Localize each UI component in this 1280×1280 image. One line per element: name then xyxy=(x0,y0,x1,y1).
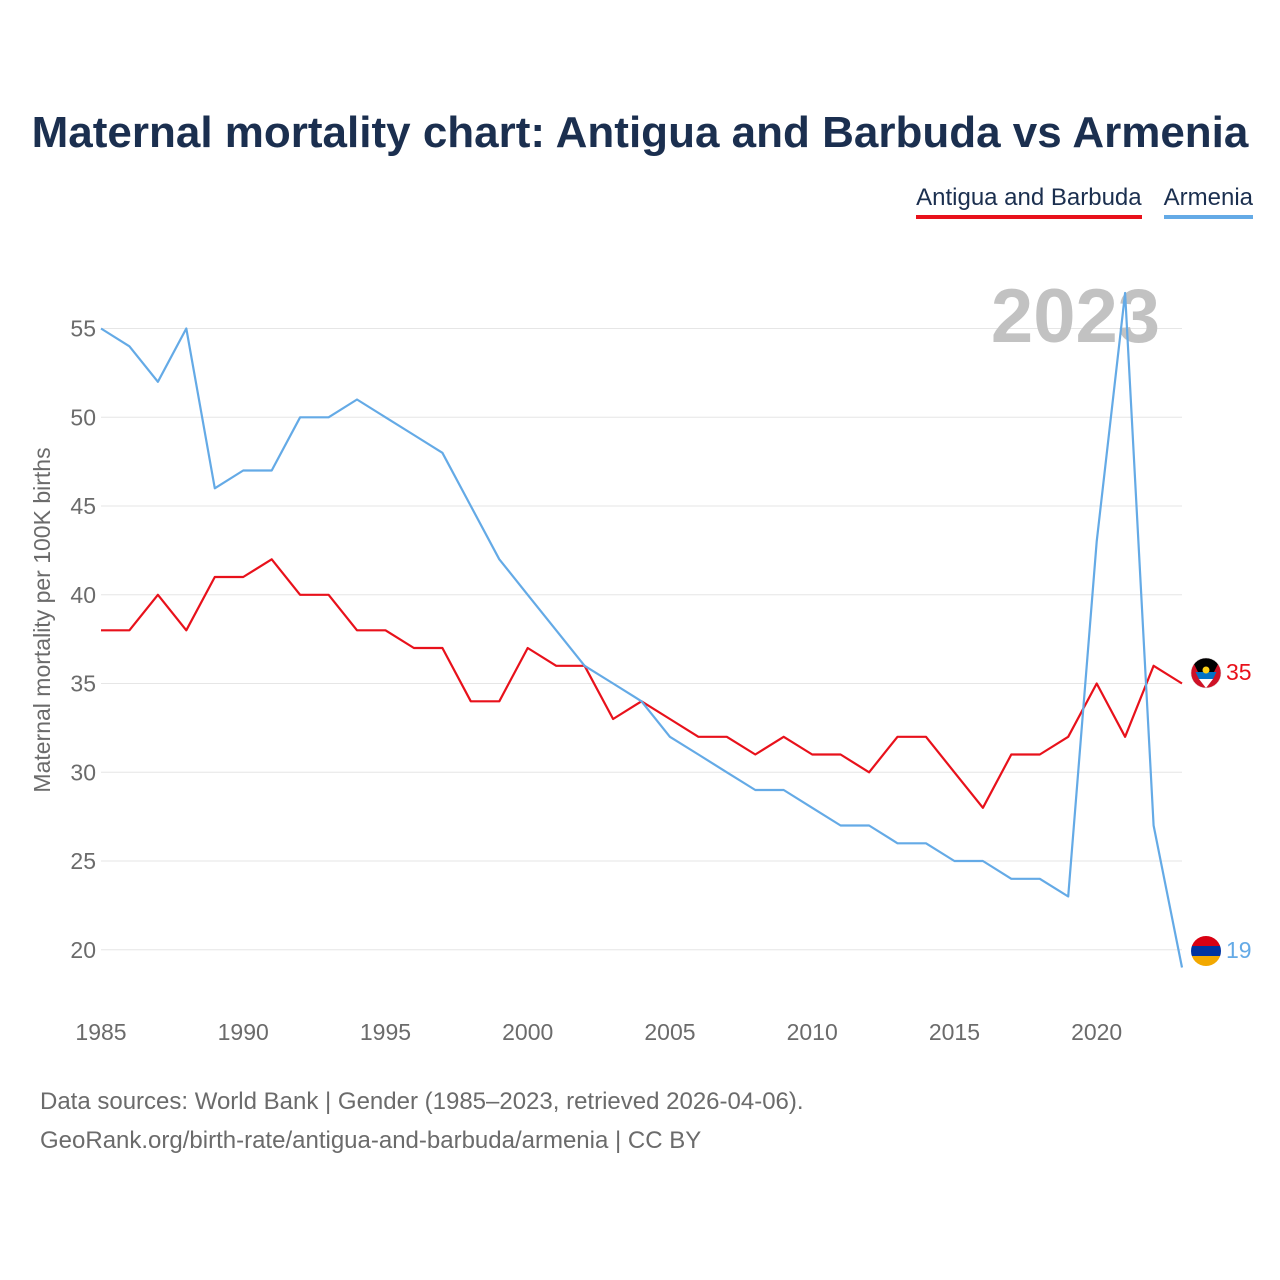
x-tick-label-2000: 2000 xyxy=(502,1019,553,1045)
y-tick-label-45: 45 xyxy=(70,493,96,519)
armenia-flag-icon xyxy=(1191,936,1221,966)
x-tick-label-2015: 2015 xyxy=(929,1019,980,1045)
year-watermark: 2023 xyxy=(991,274,1160,359)
legend-item-armenia[interactable]: Armenia xyxy=(1163,184,1253,219)
y-tick-label-55: 55 xyxy=(70,316,96,342)
legend: Antigua and Barbuda Armenia xyxy=(916,184,1253,219)
chart-title: Maternal mortality chart: Antigua and Ba… xyxy=(31,108,1249,157)
x-tick-label-2010: 2010 xyxy=(787,1019,838,1045)
x-tick-label-1990: 1990 xyxy=(218,1019,269,1045)
y-tick-label-35: 35 xyxy=(70,671,96,697)
series-line-armenia[interactable] xyxy=(100,291,1184,968)
y-tick-label-40: 40 xyxy=(70,582,96,608)
end-value-label-armenia: 19 xyxy=(1226,937,1252,963)
legend-item-antigua-and-barbuda[interactable]: Antigua and Barbuda xyxy=(916,184,1142,219)
x-tick-label-1985: 1985 xyxy=(75,1019,126,1045)
source-note: Data sources: World Bank | Gender (1985–… xyxy=(40,1088,804,1115)
y-tick-label-50: 50 xyxy=(70,404,96,430)
end-value-label-antigua-and-barbuda: 35 xyxy=(1226,659,1252,685)
source-link[interactable]: GeoRank.org/birth-rate/antigua-and-barbu… xyxy=(40,1127,702,1154)
x-tick-label-1995: 1995 xyxy=(360,1019,411,1045)
y-axis-label: Maternal mortality per 100K births xyxy=(29,447,55,792)
y-tick-label-30: 30 xyxy=(70,759,96,785)
antigua-and-barbuda-flag-icon xyxy=(1190,657,1222,689)
x-tick-label-2005: 2005 xyxy=(644,1019,695,1045)
x-tick-label-2020: 2020 xyxy=(1071,1019,1122,1045)
y-tick-label-25: 25 xyxy=(70,848,96,874)
y-tick-label-20: 20 xyxy=(70,937,96,963)
